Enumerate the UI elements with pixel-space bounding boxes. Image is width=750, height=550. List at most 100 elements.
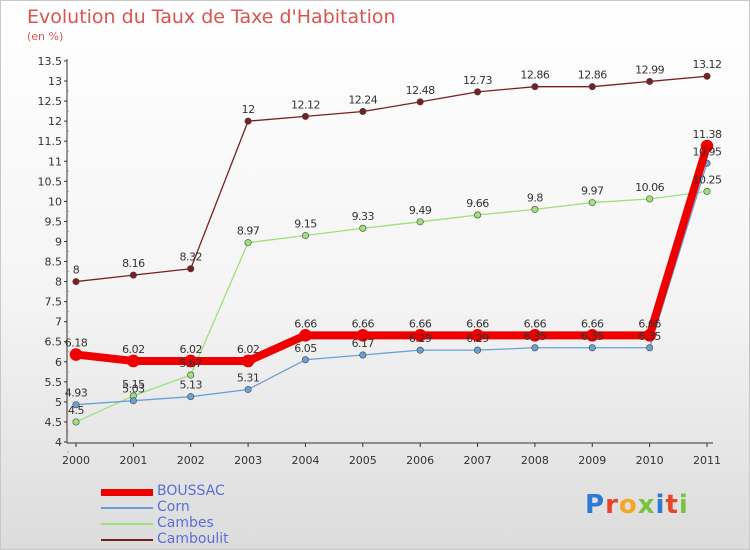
data-label: 10.06 — [635, 181, 664, 194]
data-point — [646, 344, 654, 352]
y-tick-label: 8 — [55, 276, 62, 289]
data-label: 5.15 — [122, 378, 145, 391]
data-point — [643, 329, 656, 342]
data-point — [703, 187, 711, 195]
data-point — [69, 348, 83, 361]
data-label: 6.66 — [352, 317, 375, 330]
y-tick-label: 11.5 — [38, 135, 63, 148]
data-point — [474, 211, 482, 219]
data-point — [531, 205, 539, 213]
data-point — [187, 371, 195, 379]
data-point — [700, 139, 714, 153]
data-label: 9.15 — [294, 217, 317, 230]
data-point — [413, 329, 427, 342]
series-camboulit — [72, 72, 711, 286]
data-point — [301, 356, 309, 364]
data-label: 6.29 — [466, 332, 489, 345]
x-tick-label: 2003 — [234, 454, 262, 467]
data-point — [531, 344, 539, 352]
x-tick-label: 2010 — [636, 454, 664, 467]
data-label: 9.33 — [352, 210, 375, 223]
chart-title: Evolution du Taux de Taxe d'Habitation — [27, 6, 396, 28]
data-label: 12.73 — [463, 74, 492, 87]
data-label: 6.35 — [638, 330, 661, 343]
series-cambes — [72, 187, 711, 426]
series-line — [75, 190, 708, 423]
y-tick-label: 5 — [55, 396, 62, 409]
legend-swatch — [101, 539, 153, 541]
data-point — [359, 108, 367, 116]
data-label: 6.17 — [352, 337, 375, 350]
data-point — [241, 354, 255, 368]
data-label: 6.02 — [122, 343, 145, 356]
data-label: 9.8 — [527, 191, 543, 204]
data-label: 6.29 — [409, 332, 432, 345]
data-label: 9.66 — [466, 197, 489, 210]
data-label: 8.97 — [237, 225, 260, 238]
data-point — [359, 351, 367, 359]
proxiti-logo: Proxiti — [585, 490, 689, 520]
y-tick-label: 4.5 — [45, 416, 63, 429]
data-point — [72, 418, 80, 426]
data-label: 6.66 — [294, 317, 317, 330]
logo-letter: i — [678, 490, 689, 520]
data-point — [244, 117, 252, 125]
x-tick-label: 2011 — [693, 454, 721, 467]
y-tick-label: 6 — [55, 356, 62, 369]
y-tick-label: 8.5 — [45, 256, 63, 269]
series-line — [72, 142, 711, 365]
data-label: 6.66 — [409, 317, 432, 330]
data-label: 5.31 — [237, 371, 260, 384]
data-point — [528, 329, 542, 342]
data-label: 13.12 — [693, 58, 722, 71]
data-point — [301, 112, 309, 120]
y-tick-label: 5.5 — [45, 376, 63, 389]
legend-swatch — [101, 523, 153, 525]
logo-letter: t — [665, 490, 679, 520]
data-point — [129, 397, 137, 405]
y-tick-label: 4 — [55, 436, 62, 449]
data-label: 12.24 — [348, 94, 377, 107]
y-tick-label: 6.5 — [45, 336, 63, 349]
legend-swatch — [101, 507, 153, 509]
data-label: 12.12 — [291, 98, 320, 111]
data-point — [187, 393, 195, 401]
y-tick-label: 7.5 — [45, 296, 63, 309]
data-label: 12.86 — [578, 69, 607, 82]
data-label: 6.66 — [581, 317, 604, 330]
legend-label: Cambes — [157, 515, 214, 531]
y-tick-label: 10 — [48, 195, 62, 208]
data-label: 4.93 — [65, 387, 88, 400]
data-label: 10.25 — [693, 173, 722, 186]
data-label: 5.67 — [179, 357, 202, 370]
data-point — [531, 83, 539, 91]
data-point — [356, 329, 370, 342]
x-tick-label: 2000 — [62, 454, 90, 467]
data-point — [416, 218, 424, 226]
data-label: 5.13 — [179, 379, 202, 392]
data-label: 4.5 — [68, 404, 84, 417]
series-corn — [72, 159, 711, 409]
data-point — [474, 346, 482, 354]
data-point — [646, 77, 654, 85]
y-axis-unit-label: (en %) — [27, 30, 64, 43]
data-label: 12.86 — [520, 69, 549, 82]
data-point — [646, 195, 654, 203]
data-point — [129, 271, 137, 279]
y-tick-label: 9 — [55, 235, 62, 248]
data-point — [588, 199, 596, 207]
x-tick-label: 2002 — [177, 454, 205, 467]
series-line — [75, 75, 708, 283]
x-tick-label: 2007 — [464, 454, 492, 467]
logo-letter: P — [585, 490, 606, 520]
x-tick-label: 2004 — [291, 454, 319, 467]
data-point — [72, 278, 80, 286]
legend-swatch — [101, 488, 153, 496]
data-label: 12.48 — [406, 84, 435, 97]
data-point — [474, 88, 482, 96]
y-tick-label: 12.5 — [38, 95, 63, 108]
y-tick-label: 12 — [48, 115, 62, 128]
x-tick-label: 2008 — [521, 454, 549, 467]
